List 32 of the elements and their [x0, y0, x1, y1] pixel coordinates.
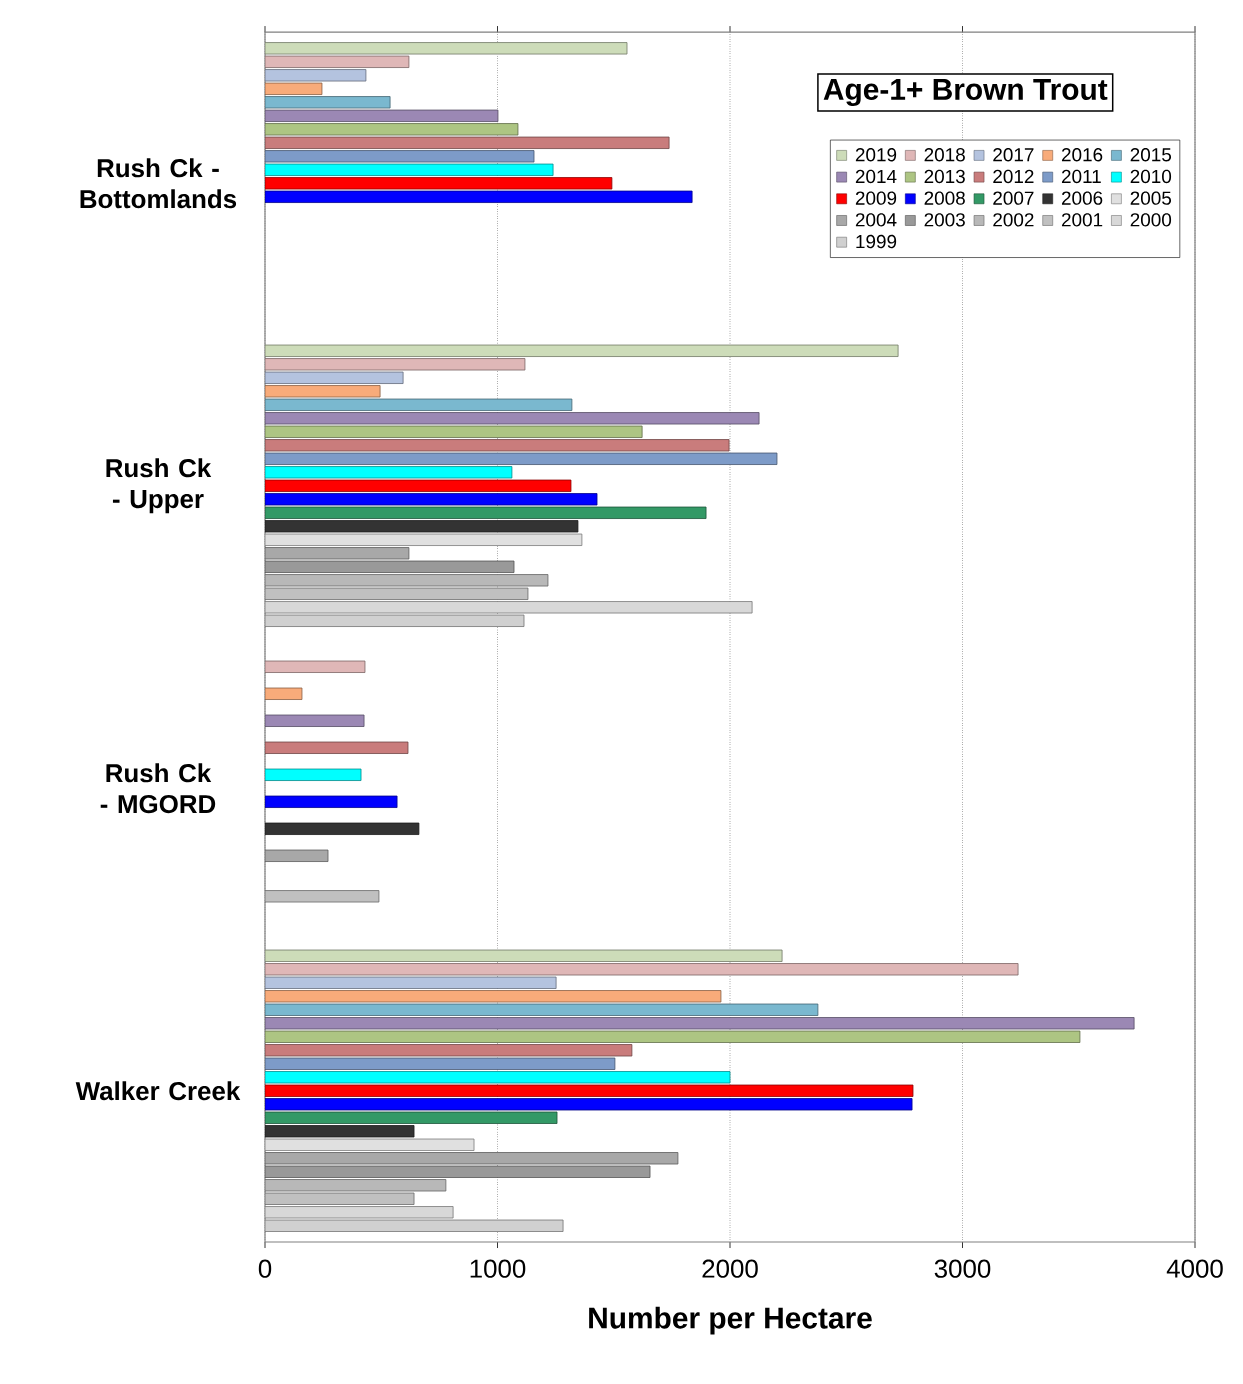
- x-tick-label: 2000: [702, 1259, 758, 1278]
- legend-label: 2009: [855, 191, 897, 205]
- y-tick-label: Rush Ck - MGORD: [100, 763, 216, 814]
- y-tick-label: Rush Ck - Bottomlands: [80, 158, 237, 209]
- legend-label: 1999: [856, 234, 897, 249]
- legend-label: 2000: [1130, 213, 1172, 227]
- legend-label: 2008: [924, 191, 965, 205]
- legend-label: 2014: [855, 169, 897, 184]
- legend-label: 2002: [993, 213, 1034, 227]
- legend-label: 2015: [1130, 148, 1172, 162]
- x-tick-label: 0: [258, 1259, 272, 1278]
- legend-label: 2016: [1061, 148, 1103, 162]
- legend-label: 2012: [993, 169, 1034, 184]
- y-tick-label: Rush Ck - Upper: [106, 458, 212, 514]
- legend-label: 2013: [924, 169, 965, 184]
- legend-label: 2017: [993, 148, 1034, 162]
- legend-label: 2004: [855, 213, 897, 227]
- x-tick-label: 4000: [1166, 1259, 1223, 1278]
- x-tick-label: 1000: [470, 1259, 526, 1278]
- legend-label: 2010: [1130, 169, 1172, 184]
- legend-label: 2019: [855, 148, 897, 162]
- y-tick-label: Walker Creek: [75, 1081, 241, 1101]
- legend-label: 2018: [924, 148, 965, 162]
- legend-label: 2001: [1061, 213, 1103, 227]
- x-tick-label: 3000: [934, 1259, 991, 1278]
- legend-label: 2007: [993, 191, 1034, 205]
- legend-label: 2011: [1061, 169, 1101, 184]
- legend-label: 2006: [1061, 191, 1103, 205]
- legend-label: 2005: [1130, 191, 1172, 205]
- legend-label: 2003: [924, 213, 965, 227]
- text: Age-1+ Brown Trout: [823, 79, 1108, 106]
- x-axis-title: Number per Hectare: [589, 1306, 872, 1335]
